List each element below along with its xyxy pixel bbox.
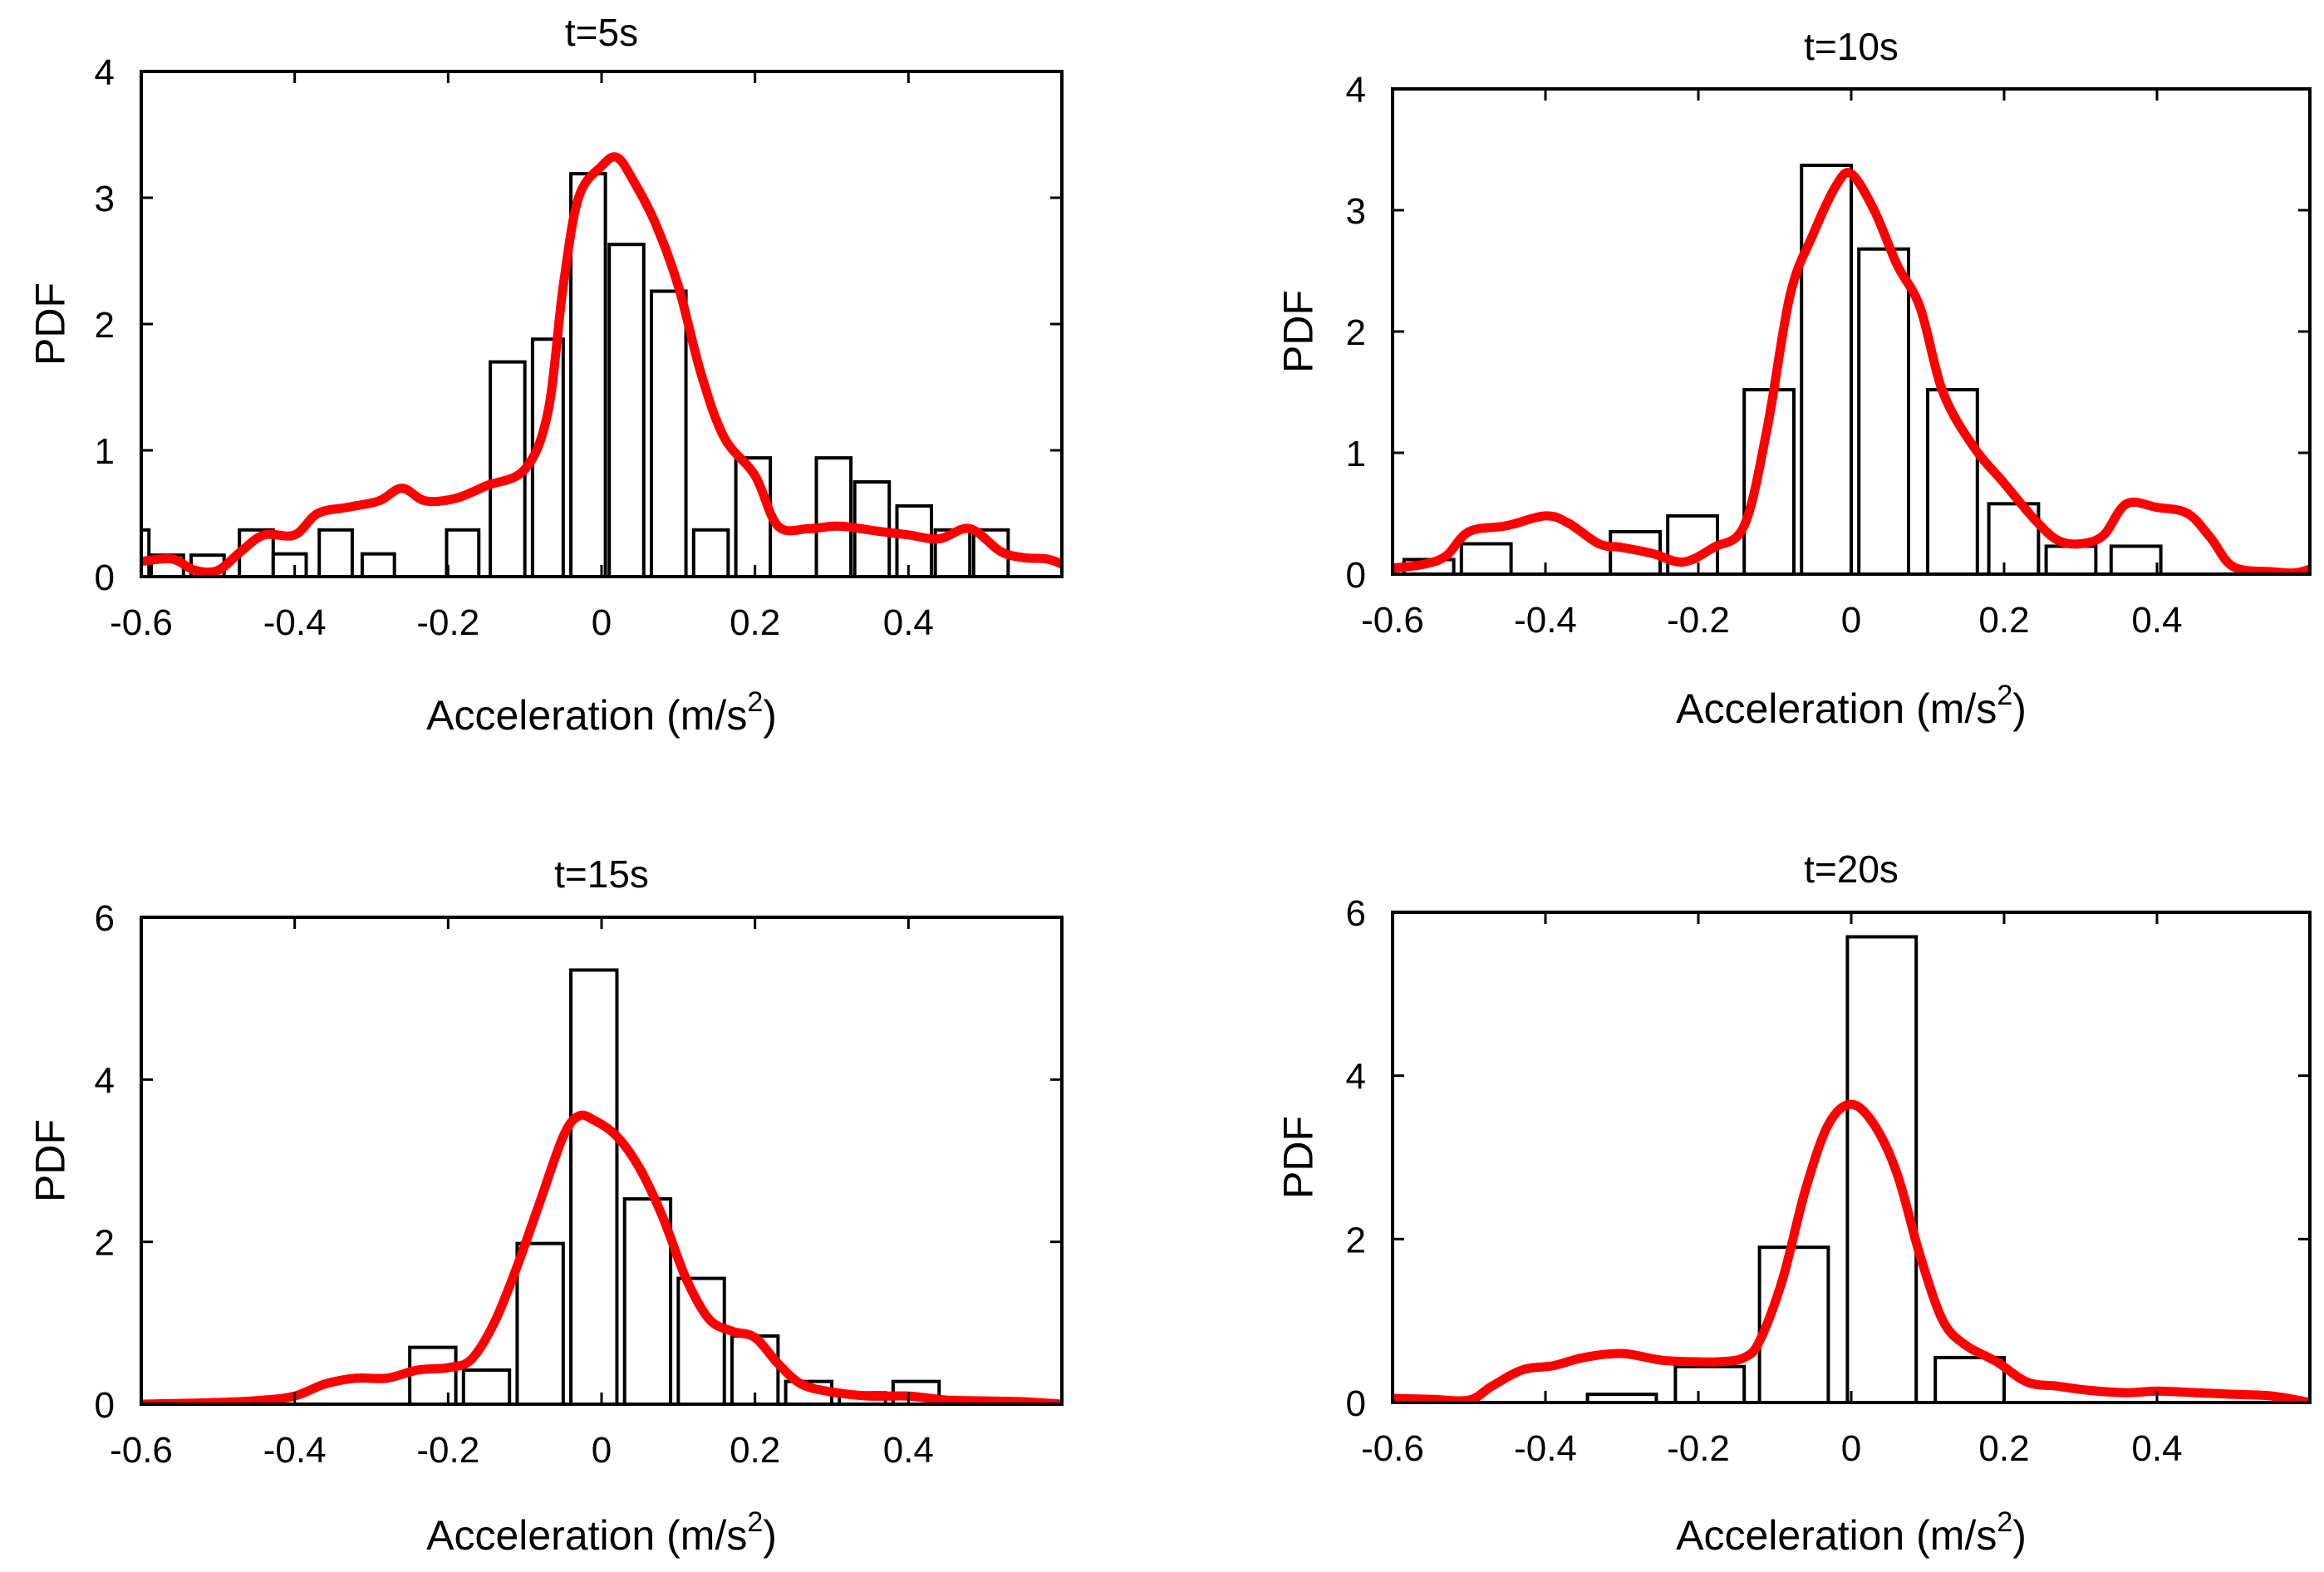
panel-t10s: t=10s PDF Acceleration (m/s2) -0.6 -0.4 -0… bbox=[1275, 25, 2312, 732]
y-tick-label: 1 bbox=[1346, 434, 1366, 474]
panel-title: t=5s bbox=[565, 11, 638, 54]
y-axis-label: PDF bbox=[1275, 290, 1322, 373]
y-axis-label: PDF bbox=[27, 1119, 74, 1202]
x-axis-label: Acceleration (m/s2) bbox=[1676, 680, 2027, 732]
y-tick-label: 6 bbox=[1346, 893, 1366, 934]
kde-curve bbox=[141, 1110, 1062, 1404]
histogram-bar bbox=[622, 1196, 673, 1404]
x-tick-label: -0.6 bbox=[110, 1430, 173, 1471]
kde-curve bbox=[1393, 1099, 2310, 1403]
y-tick-label: 3 bbox=[95, 179, 115, 219]
panel-t5s: t=5s PDF Acceleration (m/s2) -0.6 -0.4 -0.… bbox=[27, 11, 1064, 739]
y-tick-label: 0 bbox=[95, 558, 115, 598]
panel-title: t=20s bbox=[1804, 847, 1899, 891]
panel-t15s: t=15s PDF Acceleration (m/s2) -0.6 -0.4 -0… bbox=[27, 852, 1064, 1559]
plot-area bbox=[1393, 935, 2310, 1403]
histogram-bar bbox=[650, 289, 688, 577]
x-tick-label: 0 bbox=[592, 602, 612, 643]
x-axis-label: Acceleration (m/s2) bbox=[426, 686, 777, 739]
x-tick-label: -0.6 bbox=[1361, 1428, 1424, 1469]
histogram-bar bbox=[1857, 247, 1910, 574]
histogram-bar bbox=[569, 172, 607, 577]
y-tick-label: 2 bbox=[1346, 312, 1366, 353]
x-tick-label: 0.2 bbox=[730, 602, 780, 643]
x-tick-label: -0.6 bbox=[110, 602, 173, 643]
y-tick-label: 4 bbox=[1346, 1057, 1366, 1098]
y-tick-label: 3 bbox=[1346, 191, 1366, 232]
x-tick-label: 0 bbox=[592, 1430, 612, 1471]
histogram-bar bbox=[515, 1241, 565, 1404]
x-tick-label: 0.2 bbox=[1978, 600, 2029, 641]
histogram-bar bbox=[317, 528, 354, 577]
x-axis-label: Acceleration (m/s2) bbox=[1676, 1506, 2027, 1559]
x-tick-label: -0.2 bbox=[416, 1430, 479, 1471]
y-tick-label: 1 bbox=[95, 431, 115, 472]
y-tick-label: 4 bbox=[95, 52, 115, 93]
histogram-bar bbox=[2044, 544, 2098, 574]
x-tick-label: 0.4 bbox=[883, 1430, 934, 1471]
x-tick-label: 0 bbox=[1841, 1428, 1861, 1469]
histogram-bar bbox=[1800, 163, 1853, 574]
panel-title: t=15s bbox=[554, 852, 649, 896]
panel-t20s: t=20s PDF Acceleration (m/s2) -0.6 -0.4 -0… bbox=[1275, 847, 2312, 1559]
x-tick-label: -0.2 bbox=[1667, 1428, 1730, 1469]
x-tick-label: -0.4 bbox=[263, 602, 327, 643]
histogram-bar bbox=[691, 528, 730, 577]
y-tick-label: 2 bbox=[1346, 1220, 1366, 1260]
histogram-bar bbox=[360, 552, 396, 577]
x-tick-label: 0.4 bbox=[2131, 600, 2182, 641]
histogram-bar bbox=[271, 552, 308, 577]
histogram-bar bbox=[461, 1368, 512, 1404]
y-tick-label: 2 bbox=[95, 1223, 115, 1264]
kde-curve bbox=[1393, 168, 2310, 574]
x-tick-label: 0.2 bbox=[1978, 1428, 2029, 1469]
x-tick-label: -0.4 bbox=[1514, 1428, 1577, 1469]
x-tick-label: 0.2 bbox=[730, 1430, 780, 1471]
x-axis-label: Acceleration (m/s2) bbox=[426, 1506, 777, 1559]
x-tick-label: -0.2 bbox=[416, 602, 479, 643]
plot-area bbox=[141, 152, 1062, 577]
y-axis-label: PDF bbox=[1275, 1116, 1322, 1199]
x-tick-label: 0.4 bbox=[2131, 1428, 2182, 1469]
y-tick-label: 4 bbox=[95, 1060, 115, 1101]
y-tick-label: 2 bbox=[95, 305, 115, 346]
y-tick-label: 4 bbox=[1346, 70, 1366, 111]
histogram-bar bbox=[1933, 1355, 2006, 1403]
y-axis-label: PDF bbox=[27, 282, 74, 366]
histogram-bar bbox=[2109, 544, 2163, 574]
histogram-bar bbox=[1459, 542, 1513, 574]
kde-curve bbox=[141, 152, 1062, 577]
x-tick-label: -0.4 bbox=[1514, 600, 1577, 641]
plot-area bbox=[1393, 163, 2310, 574]
x-tick-label: -0.6 bbox=[1361, 600, 1424, 641]
x-tick-label: 0 bbox=[1841, 600, 1861, 641]
panel-title: t=10s bbox=[1804, 25, 1899, 68]
histogram-bar bbox=[814, 456, 853, 577]
y-tick-label: 6 bbox=[95, 898, 115, 939]
histogram-bar bbox=[1673, 1364, 1747, 1403]
histogram-bar bbox=[607, 243, 646, 577]
x-tick-label: -0.2 bbox=[1667, 600, 1730, 641]
y-tick-label: 0 bbox=[1346, 555, 1366, 596]
x-tick-label: -0.4 bbox=[263, 1430, 327, 1471]
y-tick-label: 0 bbox=[95, 1385, 115, 1426]
y-tick-label: 0 bbox=[1346, 1383, 1366, 1424]
x-tick-label: 0.4 bbox=[883, 602, 934, 643]
histogram-bar bbox=[445, 528, 481, 577]
histogram-bar bbox=[1845, 935, 1919, 1403]
plot-area bbox=[141, 968, 1062, 1404]
histogram-bar bbox=[676, 1276, 726, 1404]
histogram-bar bbox=[569, 968, 619, 1404]
